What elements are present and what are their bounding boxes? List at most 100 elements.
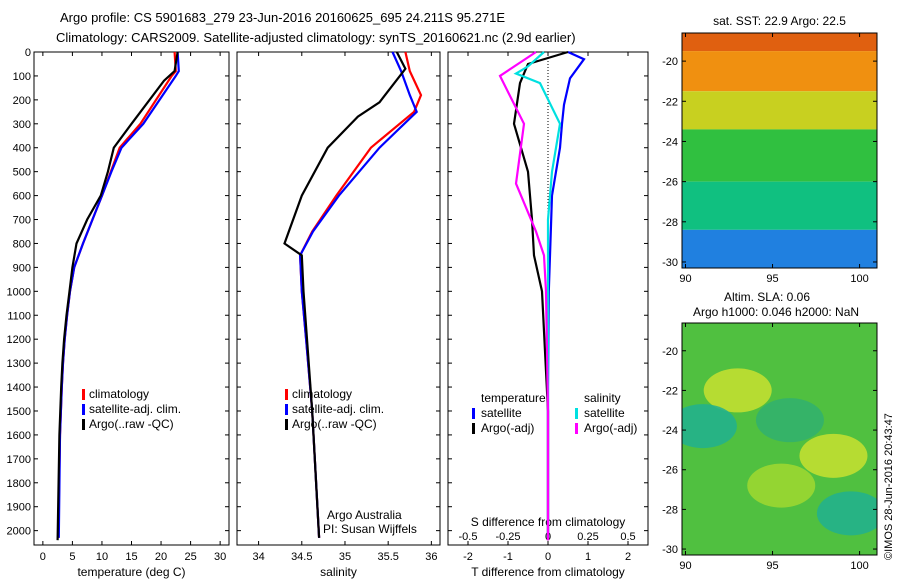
sst-band-0 [682, 33, 877, 52]
x-tick-label: 1 [585, 551, 591, 563]
y-tick-label: 1300 [7, 358, 31, 370]
map-body [682, 323, 877, 555]
series-line-3 [498, 51, 550, 541]
s-tick-label: -0.25 [495, 531, 520, 543]
series-line-2 [56, 51, 179, 541]
sst-band-4 [682, 181, 877, 230]
x-tick-label: 34.5 [291, 551, 312, 563]
legend-label: satellite [481, 406, 522, 420]
map-x-tick-label: 95 [766, 273, 778, 285]
sla-patch-3 [816, 491, 877, 536]
x-tick-label: 10 [96, 551, 108, 563]
imos-watermark: ©IMOS 28-Jun-2016 20:43:47 [883, 413, 895, 560]
x-tick-label: 35 [339, 551, 351, 563]
map-y-tick-label: -30 [662, 544, 678, 556]
legend-label: Argo(..raw -QC) [89, 417, 174, 431]
map-frame [681, 322, 878, 556]
y-tick-label: 800 [13, 238, 31, 250]
legend-swatch-1 [285, 404, 288, 415]
legend-label: satellite-adj. clim. [89, 402, 181, 416]
map-y-tick-label: -20 [662, 56, 678, 68]
x-tick-label: 30 [214, 551, 226, 563]
x-tick-label: 0 [545, 551, 551, 563]
temperature-profile-panel: 0100200300400500600700800900100011001200… [7, 47, 230, 579]
series-line-1 [512, 50, 569, 541]
sla-patch-0 [703, 368, 772, 413]
map-y-tick-label: -30 [662, 257, 678, 269]
legend-label: climatology [89, 387, 149, 401]
map-body [682, 33, 877, 268]
sla-patch-1 [799, 433, 868, 478]
series-line-2 [513, 51, 562, 538]
s-tick-label: -0.5 [459, 531, 478, 543]
x-tick-label: 20 [155, 551, 167, 563]
legend-swatch-1 [472, 423, 475, 434]
x-axis-label: temperature (deg C) [77, 565, 185, 579]
legend-group-title: temperature [481, 391, 546, 405]
x-tick-label: 36 [425, 551, 437, 563]
legend-label: climatology [292, 387, 352, 401]
legend-swatch-3 [575, 423, 578, 434]
y-tick-label: 1100 [7, 310, 31, 322]
map-x-tick-label: 90 [679, 273, 691, 285]
x-tick-label: 34 [252, 551, 264, 563]
y-tick-label: 600 [13, 191, 31, 203]
x-tick-label: 0 [40, 551, 46, 563]
sla-patch-5 [755, 398, 824, 443]
map-y-tick-label: -24 [662, 425, 678, 437]
legend-label: Argo(-adj) [481, 421, 534, 435]
x-axis-label: salinity [320, 565, 357, 579]
sla-map-title-2: Argo h1000: 0.046 h2000: NaN [693, 305, 859, 319]
y-tick-label: 1400 [7, 382, 31, 394]
sst-band-2 [682, 91, 877, 130]
x-axis-label: T difference from climatology [471, 565, 625, 579]
map-y-tick-label: -24 [662, 136, 678, 148]
y-tick-label: 0 [25, 47, 31, 59]
y-tick-label: 500 [13, 167, 31, 179]
legend-swatch-1 [82, 404, 85, 415]
y-tick-label: 1700 [7, 454, 31, 466]
map-x-tick-label: 100 [850, 560, 868, 572]
map-y-tick-label: -20 [662, 346, 678, 358]
sst-map-title: sat. SST: 22.9 Argo: 22.5 [713, 14, 846, 28]
y-tick-label: 900 [13, 262, 31, 274]
y-tick-label: 100 [13, 71, 31, 83]
series-line-2 [283, 51, 407, 538]
credit-line-1: Argo Australia [327, 508, 402, 522]
plot-frame [33, 51, 230, 546]
y-tick-label: 1200 [7, 334, 31, 346]
legend-swatch-2 [575, 408, 578, 419]
legend-swatch-0 [82, 389, 85, 400]
sst-band-1 [682, 51, 877, 92]
plot-frame [236, 51, 441, 546]
s-tick-label: 0.25 [577, 531, 598, 543]
x-tick-label: 5 [69, 551, 75, 563]
map-y-tick-label: -28 [662, 504, 678, 516]
salinity-profile-panel: 34 34.5 35 35.5 36 salinity climatologysatelli… [236, 51, 441, 579]
s-tick-label: 0.5 [620, 531, 635, 543]
legend-swatch-0 [472, 408, 475, 419]
map-x-tick-label: 90 [679, 560, 691, 572]
y-tick-label: 400 [13, 143, 31, 155]
map-y-tick-label: -28 [662, 217, 678, 229]
legend-group-title: salinity [584, 391, 621, 405]
sla-patch-2 [682, 404, 737, 449]
sla-map-title-1: Altim. SLA: 0.06 [724, 290, 810, 304]
sla-patch-4 [747, 463, 816, 508]
y-tick-label: 200 [13, 95, 31, 107]
map-y-tick-label: -22 [662, 385, 678, 397]
legend-swatch-0 [285, 389, 288, 400]
map-x-tick-label: 100 [850, 273, 868, 285]
y-tick-label: 300 [13, 119, 31, 131]
x-tick-label: 25 [184, 551, 196, 563]
difference-profile-panel: -2 -1 0 1 2T difference from climatology -0.5… [447, 50, 649, 579]
legend-swatch-2 [82, 419, 85, 430]
map-y-tick-label: -26 [662, 465, 678, 477]
x-tick-label: 2 [625, 551, 631, 563]
x-tick-label: -1 [503, 551, 513, 563]
x-tick-label: -2 [463, 551, 473, 563]
